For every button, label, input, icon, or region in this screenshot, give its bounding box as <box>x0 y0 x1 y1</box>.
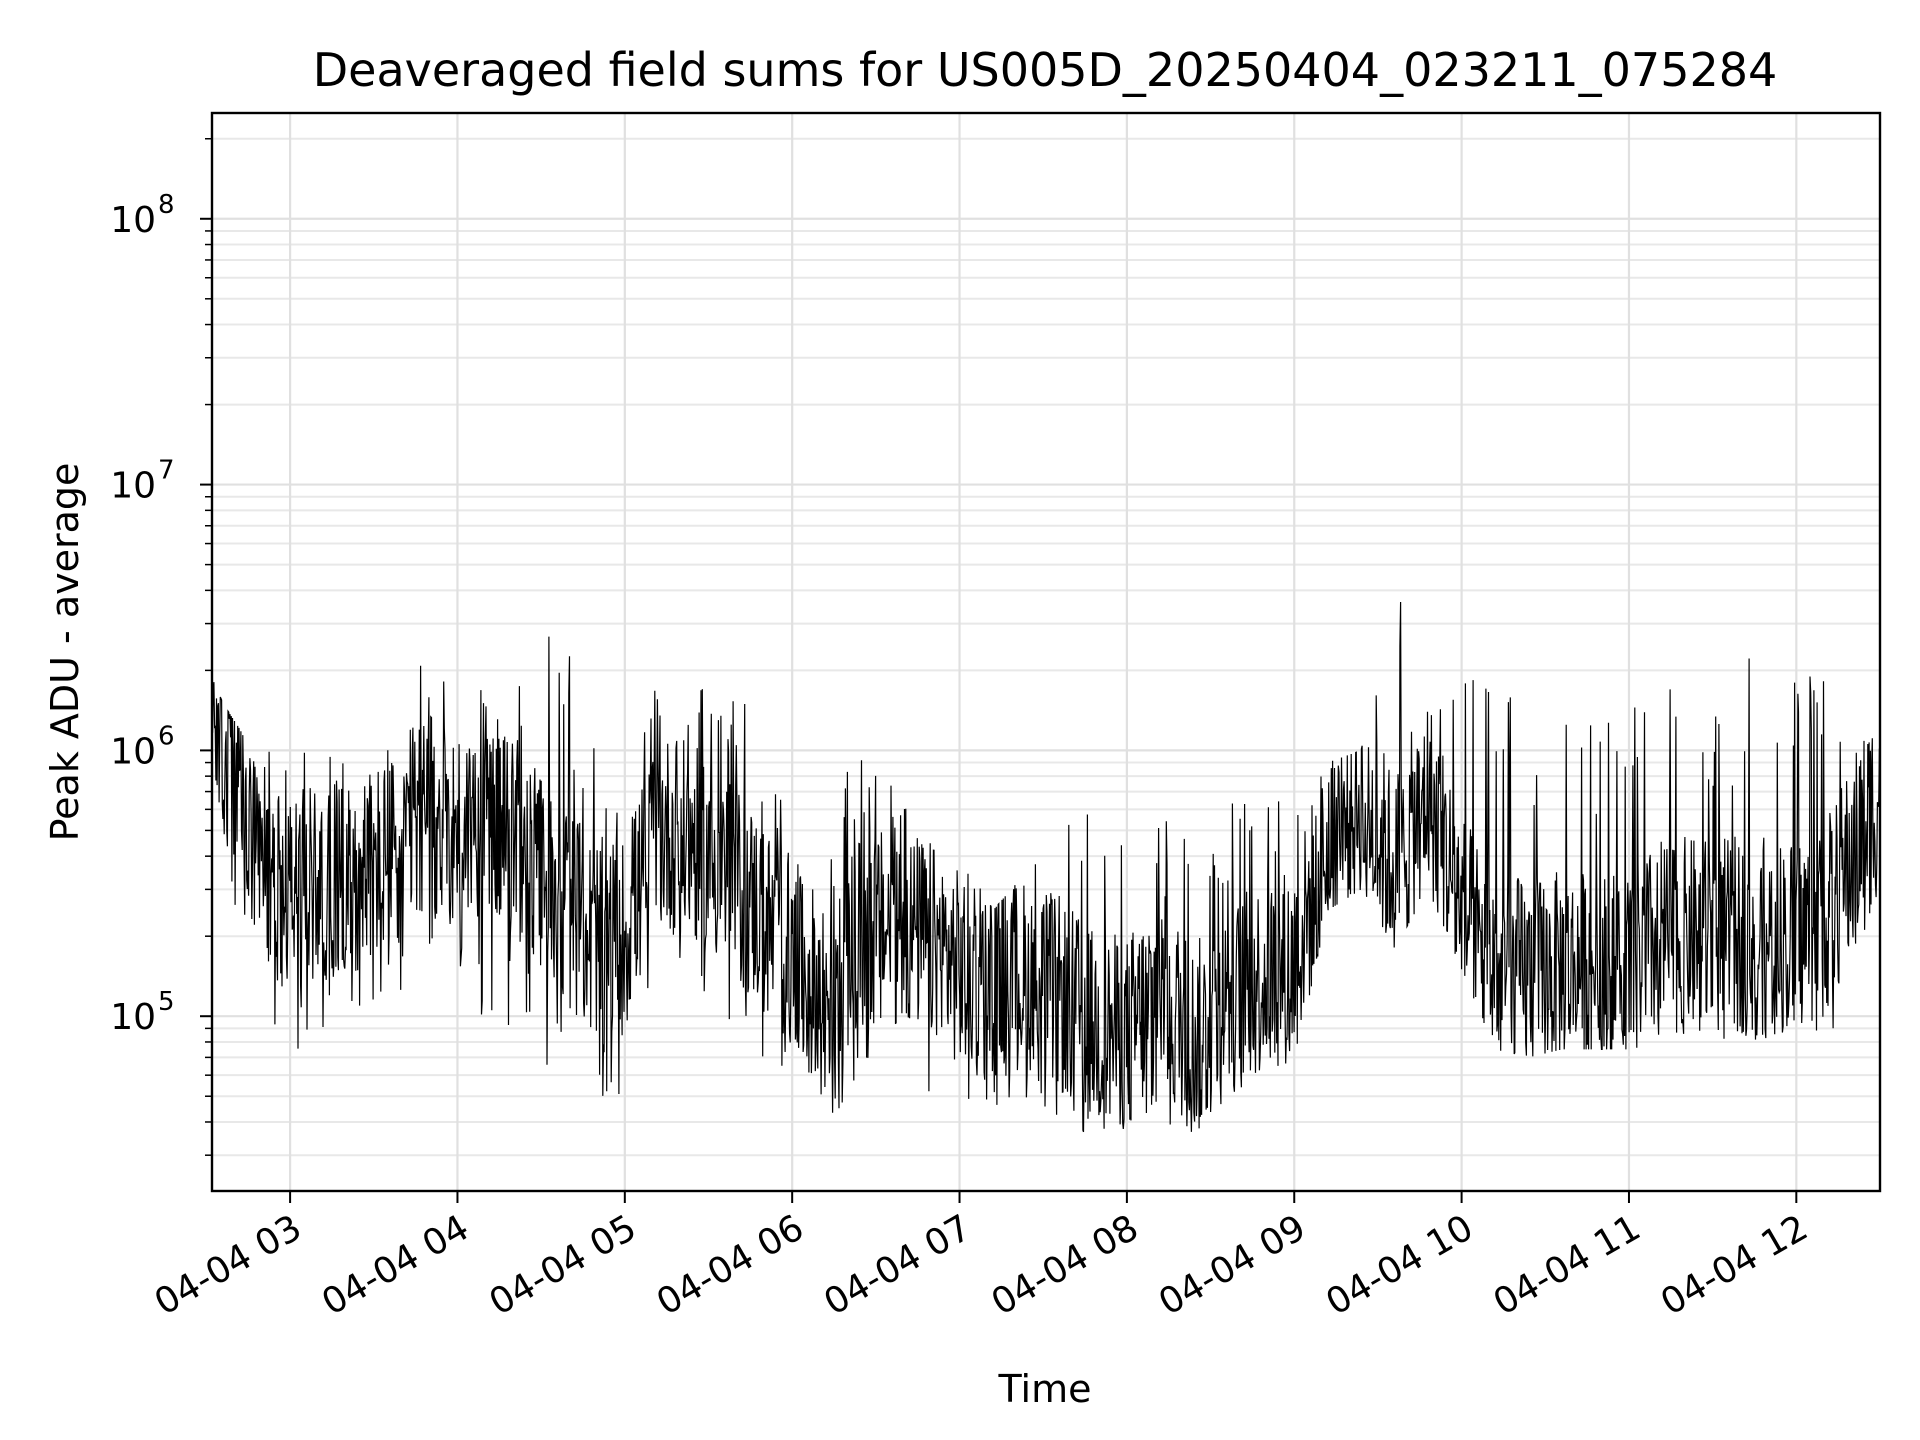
y-tick-label: 10 <box>110 466 156 507</box>
y-tick-label: 10 <box>110 731 156 772</box>
plot-frame <box>210 111 1882 1193</box>
x-axis-label: Time <box>998 1367 1092 1411</box>
y-tick-exponent: 7 <box>158 456 175 486</box>
y-tick-exponent: 6 <box>158 721 175 751</box>
plot-area <box>212 601 1880 1133</box>
y-tick-exponent: 5 <box>158 987 175 1017</box>
y-tick-exponent: 8 <box>158 190 175 220</box>
y-tick-label: 10 <box>110 997 156 1038</box>
series-line <box>212 601 1880 1133</box>
y-axis-label: Peak ADU - average <box>43 463 87 842</box>
chart-title: Deaveraged field sums for US005D_2025040… <box>313 43 1778 97</box>
y-tick-label: 10 <box>110 200 156 241</box>
grid <box>212 113 1880 1191</box>
